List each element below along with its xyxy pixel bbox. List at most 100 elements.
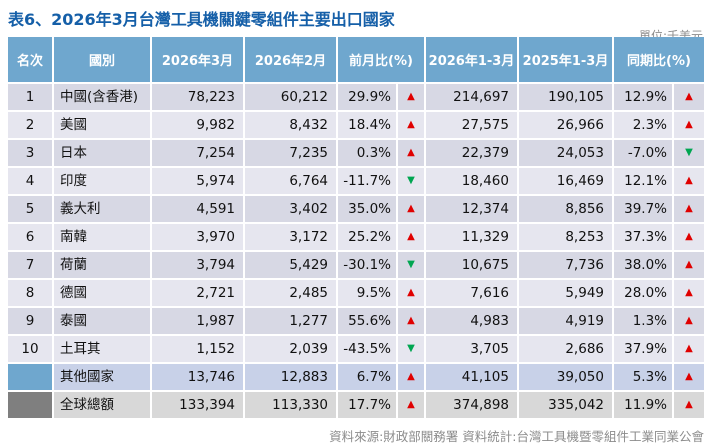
value-cell: 1,152 <box>152 336 243 362</box>
column-header: 前月比(%) <box>338 37 424 82</box>
pct-value: 2.3% <box>632 117 667 133</box>
value-cell: 133,394 <box>152 392 243 418</box>
value-cell: 3,794 <box>152 252 243 278</box>
rank-cell: 10 <box>8 336 52 362</box>
value-cell: 27,575 <box>426 112 517 138</box>
pct-value: -30.1% <box>343 257 391 273</box>
trend-up-icon: ▲ <box>672 336 704 362</box>
table-row: 2 美國 9,982 8,432 18.4% ▲ 27,575 26,966 2.3% ▲ <box>8 112 704 138</box>
column-header: 名次 <box>8 37 52 82</box>
country-cell: 義大利 <box>54 196 150 222</box>
pct-value: 28.0% <box>624 285 667 301</box>
value-cell: 16,469 <box>519 168 612 194</box>
value-cell: 11,329 <box>426 224 517 250</box>
value-cell: 8,253 <box>519 224 612 250</box>
country-cell: 美國 <box>54 112 150 138</box>
table-row: 1 中國(含香港) 78,223 60,212 29.9% ▲ 214,697 190,105… <box>8 84 704 110</box>
value-cell: 7,235 <box>245 140 336 166</box>
value-cell: 60,212 <box>245 84 336 110</box>
column-header: 2025年1-3月 <box>519 37 612 82</box>
pct-cell: 37.9% ▲ <box>614 336 704 362</box>
value-cell: 374,898 <box>426 392 517 418</box>
trend-up-icon: ▲ <box>396 364 424 390</box>
rank-cell: 8 <box>8 280 52 306</box>
export-table: 名次 國別 2026年3月 2026年2月 前月比(%) 2026年1-3月 2025年1-… <box>8 37 704 420</box>
pct-value: -11.7% <box>343 173 391 189</box>
pct-value: -7.0% <box>627 145 667 161</box>
value-cell: 113,330 <box>245 392 336 418</box>
pct-cell: 1.3% ▲ <box>614 308 704 334</box>
trend-up-icon: ▲ <box>672 224 704 250</box>
column-header: 2026年2月 <box>245 37 336 82</box>
trend-up-icon: ▲ <box>672 252 704 278</box>
pct-value: 18.4% <box>348 117 391 133</box>
table-header-row: 名次 國別 2026年3月 2026年2月 前月比(%) 2026年1-3月 2025年1-… <box>8 37 704 82</box>
value-cell: 7,254 <box>152 140 243 166</box>
trend-up-icon: ▲ <box>672 196 704 222</box>
value-cell: 3,172 <box>245 224 336 250</box>
pct-cell: 38.0% ▲ <box>614 252 704 278</box>
trend-up-icon: ▲ <box>672 308 704 334</box>
column-header: 同期比(%) <box>614 37 704 82</box>
pct-value: -43.5% <box>343 341 391 357</box>
pct-cell: 12.1% ▲ <box>614 168 704 194</box>
table-row: 5 義大利 4,591 3,402 35.0% ▲ 12,374 8,856 39.7% ▲ <box>8 196 704 222</box>
pct-cell: 18.4% ▲ <box>338 112 424 138</box>
value-cell: 26,966 <box>519 112 612 138</box>
rank-cell <box>8 364 52 390</box>
column-header: 國別 <box>54 37 150 82</box>
value-cell: 13,746 <box>152 364 243 390</box>
country-cell: 中國(含香港) <box>54 84 150 110</box>
value-cell: 2,721 <box>152 280 243 306</box>
pct-value: 39.7% <box>624 201 667 217</box>
trend-up-icon: ▲ <box>396 140 424 166</box>
table-row: 3 日本 7,254 7,235 0.3% ▲ 22,379 24,053 -7.0% ▼ <box>8 140 704 166</box>
pct-value: 55.6% <box>348 313 391 329</box>
pct-cell: 25.2% ▲ <box>338 224 424 250</box>
value-cell: 4,919 <box>519 308 612 334</box>
rank-cell: 1 <box>8 84 52 110</box>
trend-down-icon: ▼ <box>396 336 424 362</box>
value-cell: 2,485 <box>245 280 336 306</box>
country-cell: 荷蘭 <box>54 252 150 278</box>
rank-cell: 6 <box>8 224 52 250</box>
trend-up-icon: ▲ <box>672 280 704 306</box>
value-cell: 39,050 <box>519 364 612 390</box>
value-cell: 4,591 <box>152 196 243 222</box>
value-cell: 10,675 <box>426 252 517 278</box>
pct-cell: 6.7% ▲ <box>338 364 424 390</box>
value-cell: 5,974 <box>152 168 243 194</box>
value-cell: 5,429 <box>245 252 336 278</box>
pct-cell: -7.0% ▼ <box>614 140 704 166</box>
trend-down-icon: ▼ <box>396 168 424 194</box>
column-header: 2026年3月 <box>152 37 243 82</box>
pct-value: 0.3% <box>356 145 391 161</box>
pct-cell: 0.3% ▲ <box>338 140 424 166</box>
pct-cell: 2.3% ▲ <box>614 112 704 138</box>
value-cell: 18,460 <box>426 168 517 194</box>
value-cell: 4,983 <box>426 308 517 334</box>
value-cell: 5,949 <box>519 280 612 306</box>
table-row: 全球總額 133,394 113,330 17.7% ▲ 374,898 335,042 11… <box>8 392 704 418</box>
trend-up-icon: ▲ <box>396 112 424 138</box>
column-header: 2026年1-3月 <box>426 37 517 82</box>
pct-cell: 5.3% ▲ <box>614 364 704 390</box>
table-row: 7 荷蘭 3,794 5,429 -30.1% ▼ 10,675 7,736 38.0% ▲ <box>8 252 704 278</box>
country-cell: 南韓 <box>54 224 150 250</box>
pct-value: 38.0% <box>624 257 667 273</box>
value-cell: 8,856 <box>519 196 612 222</box>
trend-up-icon: ▲ <box>672 364 704 390</box>
trend-up-icon: ▲ <box>672 168 704 194</box>
value-cell: 2,686 <box>519 336 612 362</box>
table-row: 8 德國 2,721 2,485 9.5% ▲ 7,616 5,949 28.0% ▲ <box>8 280 704 306</box>
value-cell: 22,379 <box>426 140 517 166</box>
pct-value: 9.5% <box>356 285 391 301</box>
value-cell: 78,223 <box>152 84 243 110</box>
value-cell: 1,277 <box>245 308 336 334</box>
country-cell: 泰國 <box>54 308 150 334</box>
pct-cell: -43.5% ▼ <box>338 336 424 362</box>
value-cell: 24,053 <box>519 140 612 166</box>
trend-down-icon: ▼ <box>672 140 704 166</box>
rank-cell: 7 <box>8 252 52 278</box>
